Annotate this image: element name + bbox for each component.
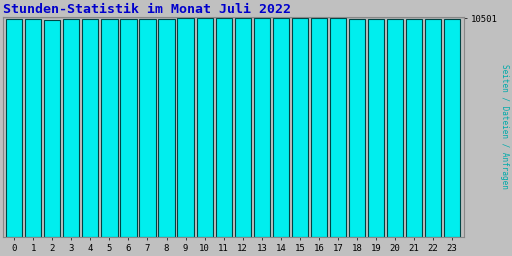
Bar xyxy=(368,19,384,237)
Bar xyxy=(387,19,403,237)
Bar xyxy=(63,19,79,237)
Bar xyxy=(425,19,441,237)
Bar xyxy=(349,19,365,237)
Bar xyxy=(444,19,460,237)
Bar xyxy=(253,18,270,237)
Bar xyxy=(197,18,212,237)
Bar xyxy=(120,19,137,237)
Bar xyxy=(330,18,346,237)
Bar xyxy=(292,18,308,237)
Bar xyxy=(406,19,422,237)
Text: Stunden-Statistik im Monat Juli 2022: Stunden-Statistik im Monat Juli 2022 xyxy=(3,3,291,16)
Bar xyxy=(25,19,41,237)
Bar xyxy=(6,19,23,237)
Y-axis label: Seiten / Dateien / Anfragen: Seiten / Dateien / Anfragen xyxy=(500,64,509,189)
Bar xyxy=(44,20,60,237)
Bar xyxy=(234,18,251,237)
Bar xyxy=(101,19,118,237)
Bar xyxy=(216,18,232,237)
Bar xyxy=(139,18,156,237)
Bar xyxy=(158,19,175,237)
Bar xyxy=(82,19,98,237)
Bar xyxy=(273,18,289,237)
Bar xyxy=(178,18,194,237)
Bar xyxy=(311,18,327,237)
